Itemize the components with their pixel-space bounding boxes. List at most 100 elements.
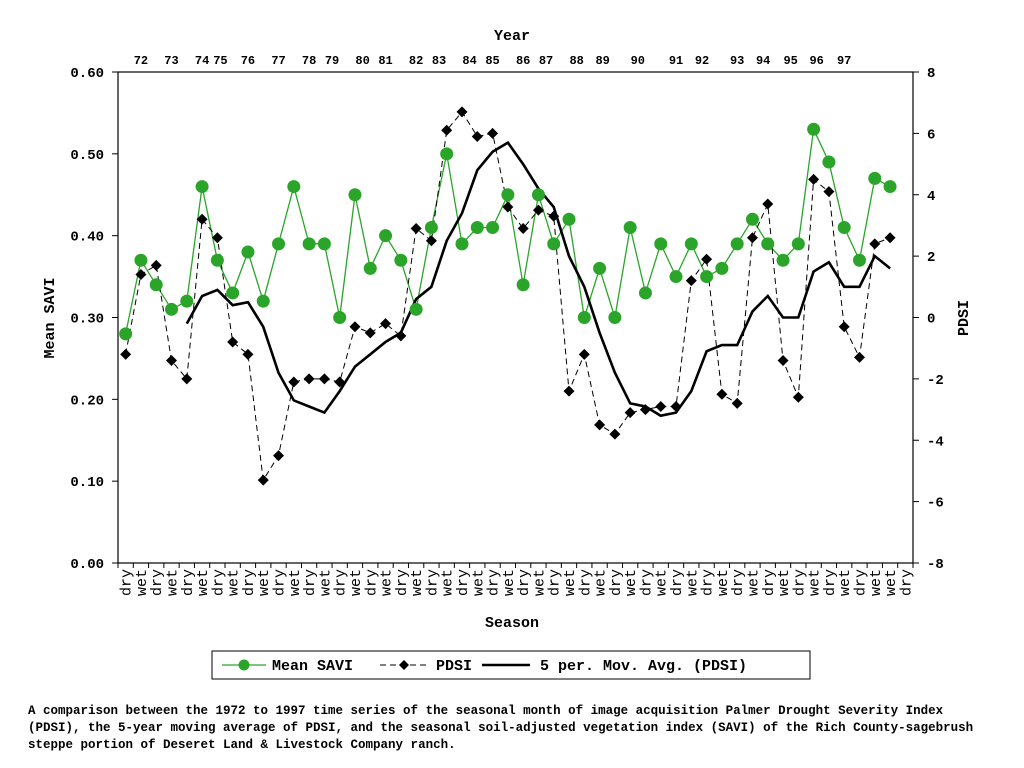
season-label: wet — [226, 569, 243, 596]
season-label: wet — [684, 569, 701, 596]
year-label: 84 — [462, 54, 476, 68]
season-label: dry — [638, 569, 655, 596]
year-label: 96 — [809, 54, 823, 68]
year-label: 83 — [432, 54, 446, 68]
pdsi-point — [364, 327, 376, 339]
mean-savi-point — [195, 180, 209, 194]
axes: 0.00 0.10 0.20 0.30 0.40 0.50 0.60 -8 -6 -4 -2 0 2 4 6… — [70, 54, 943, 596]
year-label: 88 — [569, 54, 583, 68]
y-left-tick-label: 0.20 — [70, 393, 104, 409]
pdsi-point — [808, 173, 820, 185]
mean-savi-point — [470, 220, 484, 234]
mean-savi-point — [501, 188, 515, 202]
season-label: wet — [745, 569, 762, 596]
pdsi-point — [487, 127, 499, 139]
pdsi-point — [777, 354, 789, 366]
year-label: 85 — [485, 54, 499, 68]
season-label: dry — [547, 569, 564, 596]
mean-savi-point — [883, 180, 897, 194]
pdsi-point — [884, 232, 896, 244]
season-label: wet — [379, 569, 396, 596]
season-label: dry — [394, 569, 411, 596]
year-label: 77 — [271, 54, 285, 68]
mean-savi-point — [440, 147, 454, 161]
season-label: dry — [333, 569, 350, 596]
year-label: 89 — [595, 54, 609, 68]
mean-savi-point — [226, 286, 240, 300]
season-label: dry — [852, 569, 869, 596]
pdsi-point — [166, 354, 178, 366]
pdsi-point — [349, 321, 361, 333]
y-left-tick-label: 0.30 — [70, 312, 104, 328]
year-label: 95 — [783, 54, 797, 68]
year-label: 97 — [837, 54, 851, 68]
mean-savi-point — [272, 237, 286, 251]
year-label: 81 — [378, 54, 392, 68]
mean-savi-point — [317, 237, 331, 251]
mean-savi-point — [333, 311, 347, 324]
season-label: dry — [516, 569, 533, 596]
mean-savi-point — [165, 302, 179, 316]
season-label: dry — [302, 569, 319, 596]
mean-savi-point — [119, 327, 133, 341]
mean-savi-point — [593, 261, 607, 275]
mean-savi-point — [547, 237, 561, 251]
season-label: wet — [256, 569, 273, 596]
season-label: wet — [409, 569, 426, 596]
season-label: dry — [898, 569, 915, 596]
year-label: 78 — [302, 54, 316, 68]
mean-savi-point — [394, 253, 408, 267]
pdsi-point — [517, 223, 529, 235]
pdsi-point — [318, 373, 330, 385]
season-label: dry — [180, 569, 197, 596]
pdsi-point — [334, 376, 346, 388]
pdsi-point — [150, 259, 162, 271]
season-label: wet — [287, 569, 304, 596]
y-axis-left-title: Mean SAVI — [42, 277, 59, 358]
pdsi-point — [594, 419, 606, 431]
y-right-tick-label: -6 — [927, 496, 944, 512]
season-label: dry — [608, 569, 625, 596]
season-label: dry — [363, 569, 380, 596]
season-label: wet — [883, 569, 900, 596]
pdsi-point — [380, 318, 392, 330]
year-label: 91 — [669, 54, 683, 68]
pdsi-point — [441, 124, 453, 136]
year-label: 79 — [325, 54, 339, 68]
pdsi-point — [242, 348, 254, 360]
mean-savi-point — [256, 294, 270, 308]
mean-savi-point — [134, 253, 148, 267]
mean-savi-point — [424, 220, 438, 234]
mean-savi-point — [608, 311, 622, 324]
season-label: wet — [348, 569, 365, 596]
pdsi-point — [120, 348, 132, 360]
season-label: dry — [424, 569, 441, 596]
mean-savi-point — [516, 278, 530, 292]
season-label: wet — [470, 569, 487, 596]
pdsi-point — [425, 235, 437, 247]
pdsi-point — [227, 336, 239, 348]
season-label: wet — [165, 569, 182, 596]
mean-savi-point — [807, 122, 821, 136]
season-label: dry — [577, 569, 594, 596]
season-label: wet — [715, 569, 732, 596]
year-label: 74 — [195, 54, 209, 68]
pdsi-point — [471, 130, 483, 142]
mean-savi-point — [684, 237, 698, 251]
year-label: 86 — [516, 54, 530, 68]
legend-marker-pdsi — [399, 660, 409, 670]
chart: 0.00 0.10 0.20 0.30 0.40 0.50 0.60 -8 -6 -4 -2 0 2 4 6… — [42, 28, 973, 680]
mean-savi-point — [715, 261, 729, 275]
year-label: 92 — [695, 54, 709, 68]
pdsi-point — [135, 269, 147, 281]
mean-savi-point — [409, 302, 423, 316]
mean-savi-point — [149, 278, 163, 292]
mean-savi-point — [287, 180, 301, 194]
mean-savi-point — [761, 237, 775, 251]
pdsi-point — [456, 106, 468, 118]
season-label: dry — [761, 569, 778, 596]
pdsi-point — [288, 376, 300, 388]
pdsi-point — [823, 186, 835, 198]
season-label: dry — [455, 569, 472, 596]
year-label: 80 — [355, 54, 369, 68]
